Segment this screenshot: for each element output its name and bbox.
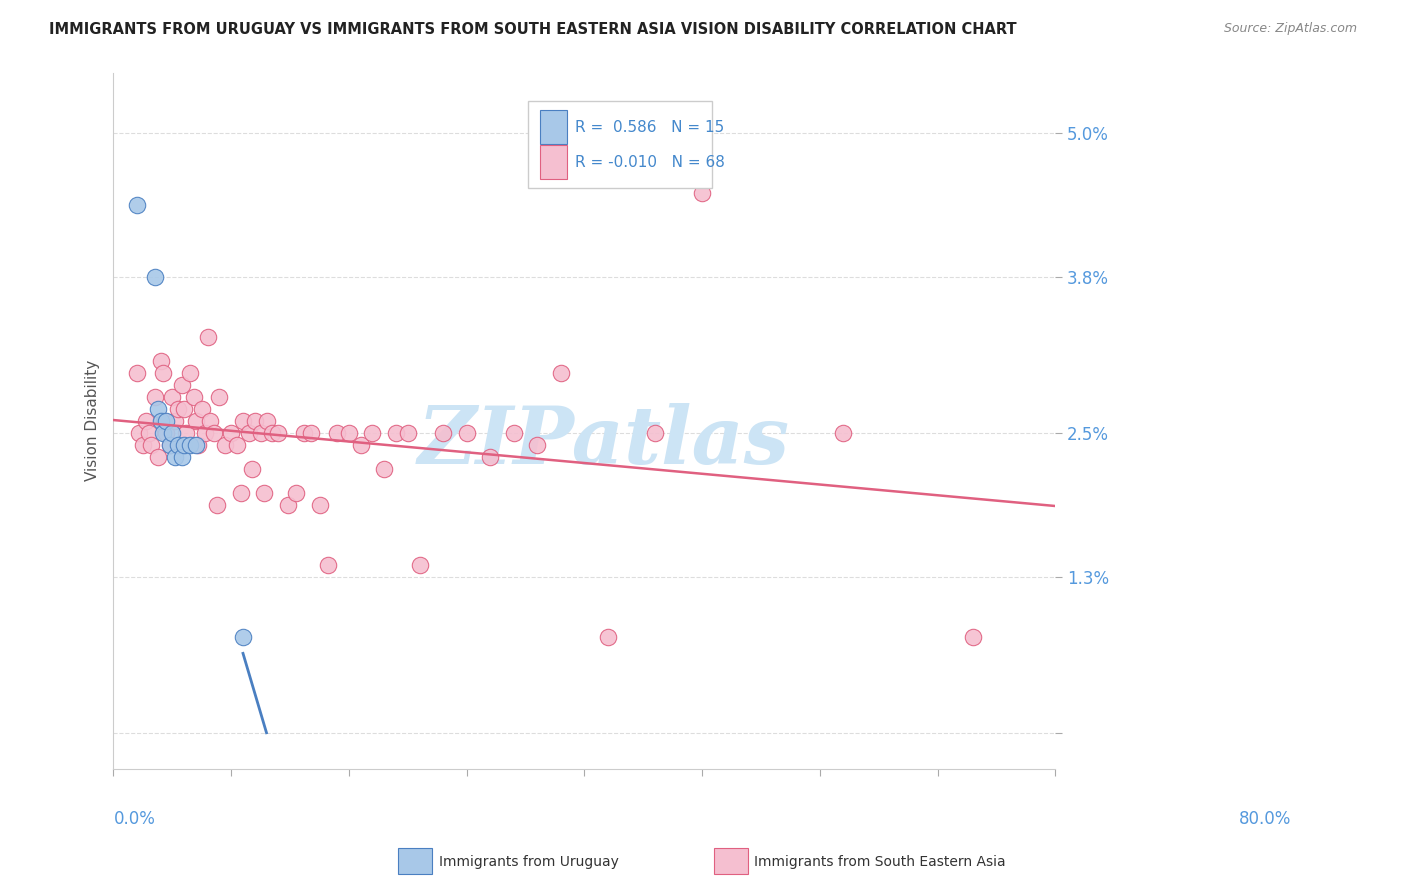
Text: Immigrants from Uruguay: Immigrants from Uruguay [439,855,619,869]
Point [361,425,384,440]
Point [205,498,228,512]
Point [198,414,221,428]
Point [125,198,148,212]
Point [163,450,186,464]
Point [526,438,548,452]
Point [253,485,276,500]
Point [596,630,619,644]
Point [432,425,454,440]
Text: Source: ZipAtlas.com: Source: ZipAtlas.com [1223,22,1357,36]
Point [479,450,502,464]
Point [232,414,254,428]
Point [308,498,330,512]
Point [202,425,225,440]
Point [128,425,150,440]
Point [173,438,195,452]
Point [163,414,186,428]
Point [159,438,181,452]
Point [337,425,360,440]
Point [194,425,217,440]
Point [226,438,249,452]
Point [197,330,219,344]
Text: Immigrants from South Eastern Asia: Immigrants from South Eastern Asia [754,855,1005,869]
Point [373,462,395,476]
Point [249,425,271,440]
Point [155,414,177,428]
Point [262,425,284,440]
Point [285,485,308,500]
Point [316,558,339,572]
Point [148,450,170,464]
Point [292,425,315,440]
Point [408,558,430,572]
Point [179,366,201,380]
Point [502,425,524,440]
Point [148,401,170,416]
Point [167,401,190,416]
Point [326,425,349,440]
Point [141,438,163,452]
Point [644,425,666,440]
Point [184,414,207,428]
Point [187,438,209,452]
Point [149,354,172,368]
Point [176,425,198,440]
Point [214,438,236,452]
Point [267,425,290,440]
Point [159,438,181,452]
Point [135,414,157,428]
Point [962,630,984,644]
Point [243,414,266,428]
Text: ZIPatlas: ZIPatlas [418,403,789,481]
Point [350,438,373,452]
Point [229,485,252,500]
FancyBboxPatch shape [540,145,568,178]
Point [550,366,572,380]
Point [208,390,231,404]
Point [184,438,207,452]
FancyBboxPatch shape [540,110,568,144]
Point [690,186,713,200]
Point [183,390,205,404]
Point [179,438,201,452]
Text: R =  0.586   N = 15: R = 0.586 N = 15 [575,120,724,135]
Point [152,366,174,380]
Y-axis label: Vision Disability: Vision Disability [86,360,100,482]
FancyBboxPatch shape [527,101,711,188]
Point [143,390,166,404]
Point [143,269,166,284]
Point [832,425,855,440]
Point [155,425,177,440]
Point [162,425,184,440]
Point [170,450,193,464]
Point [167,438,190,452]
Text: IMMIGRANTS FROM URUGUAY VS IMMIGRANTS FROM SOUTH EASTERN ASIA VISION DISABILITY : IMMIGRANTS FROM URUGUAY VS IMMIGRANTS FR… [49,22,1017,37]
Point [132,438,155,452]
Text: 80.0%: 80.0% [1239,811,1291,829]
Point [152,425,174,440]
Point [238,425,260,440]
Point [396,425,419,440]
Point [170,377,193,392]
Point [191,401,214,416]
Point [232,630,254,644]
Text: 0.0%: 0.0% [114,811,156,829]
Point [277,498,299,512]
Point [256,414,278,428]
Point [173,401,195,416]
Point [219,425,242,440]
Point [138,425,160,440]
Point [456,425,478,440]
Point [125,366,148,380]
Point [242,462,264,476]
Point [299,425,322,440]
Text: R = -0.010   N = 68: R = -0.010 N = 68 [575,154,725,169]
Point [153,414,176,428]
Point [162,390,184,404]
Point [385,425,408,440]
Point [149,414,172,428]
